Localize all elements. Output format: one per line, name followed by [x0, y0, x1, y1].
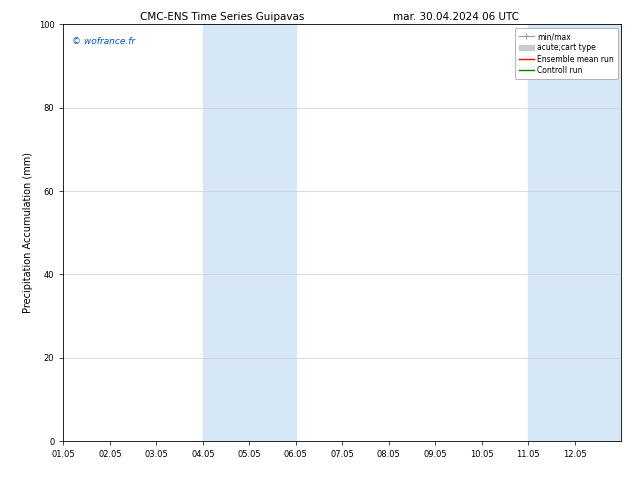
- Bar: [203, 24, 296, 441]
- Text: mar. 30.04.2024 06 UTC: mar. 30.04.2024 06 UTC: [394, 12, 519, 22]
- Bar: [528, 24, 621, 441]
- Legend: min/max, acute;cart type, Ensemble mean run, Controll run: min/max, acute;cart type, Ensemble mean …: [515, 28, 618, 79]
- Text: © wofrance.fr: © wofrance.fr: [72, 37, 135, 46]
- Text: CMC-ENS Time Series Guipavas: CMC-ENS Time Series Guipavas: [139, 12, 304, 22]
- Y-axis label: Precipitation Accumulation (mm): Precipitation Accumulation (mm): [23, 152, 33, 313]
